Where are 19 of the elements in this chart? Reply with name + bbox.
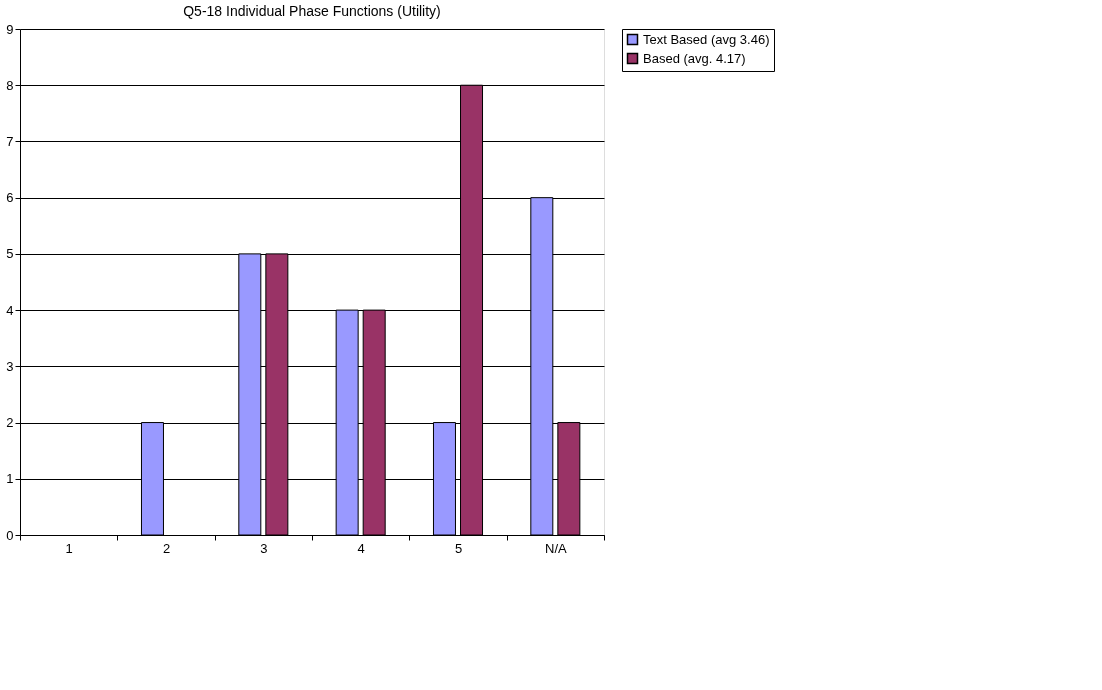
legend-label: Based (avg. 4.17) <box>643 50 746 66</box>
x-tick-label: N/A <box>545 540 567 556</box>
y-tick-label: 0 <box>6 527 14 543</box>
y-tick-label: 1 <box>6 471 14 487</box>
legend-label: Text Based (avg 3.46) <box>643 31 770 47</box>
x-tick-label: 3 <box>260 540 268 556</box>
y-tick-label: 5 <box>6 246 14 262</box>
x-tick-label: 2 <box>162 540 171 556</box>
y-tick-label: 6 <box>6 190 14 206</box>
chart-title: Q5-18 Individual Phase Functions (Utility) <box>183 3 441 19</box>
x-tick-label: 5 <box>454 540 463 556</box>
x-tick-label: 4 <box>357 540 365 556</box>
y-tick-label: 7 <box>6 133 14 149</box>
y-tick-label: 9 <box>6 21 14 37</box>
x-tick-label: 1 <box>65 540 73 556</box>
y-tick-label: 4 <box>6 302 14 318</box>
y-tick-label: 8 <box>6 77 14 93</box>
y-tick-label: 2 <box>6 415 14 431</box>
y-tick-label: 3 <box>6 358 14 374</box>
